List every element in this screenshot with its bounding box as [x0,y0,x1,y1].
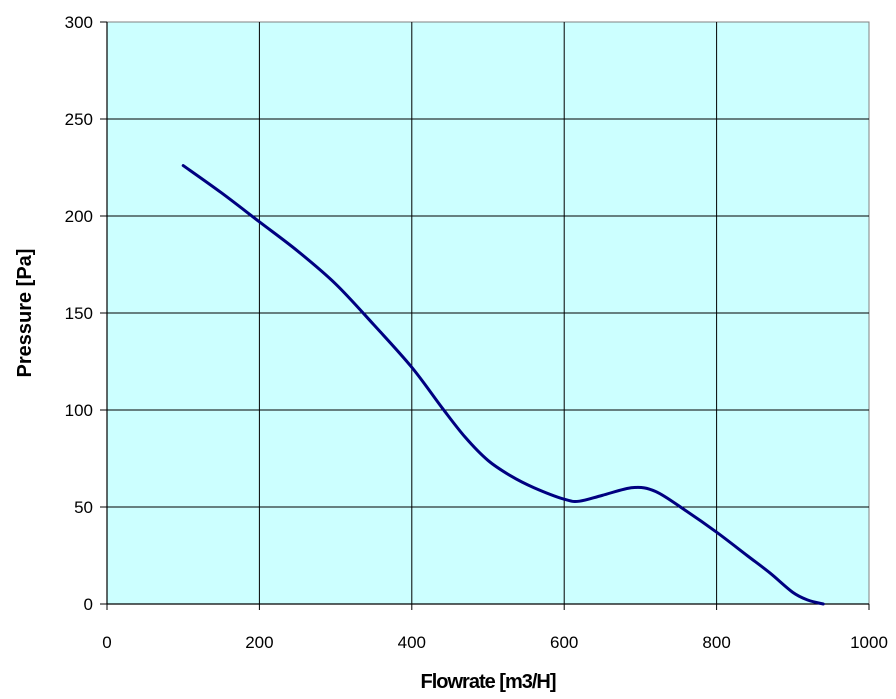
y-tick-label: 300 [65,13,93,32]
y-tick-label: 100 [65,401,93,420]
y-tick-label: 150 [65,304,93,323]
tick-labels: 0 200 400 600 800 1000 0 50 100 150 200 250 300 [65,13,888,652]
y-tick-label: 50 [74,498,93,517]
x-axis-title: Flowrate [m3/H] [420,671,555,693]
series [181,164,825,606]
x-tick-label: 1000 [850,633,888,652]
x-tick-label: 800 [702,633,730,652]
x-tick-label: 200 [245,633,273,652]
y-tick-label: 200 [65,207,93,226]
x-tick-label: 600 [550,633,578,652]
axes [100,21,870,610]
x-tick-label: 0 [102,633,111,652]
x-tick-label: 400 [398,633,426,652]
pressure-curve [181,164,825,606]
y-tick-label: 0 [84,595,93,614]
grid [107,22,869,604]
y-tick-label: 250 [65,110,93,129]
y-axis-title: Pressure [Pa] [14,249,36,378]
